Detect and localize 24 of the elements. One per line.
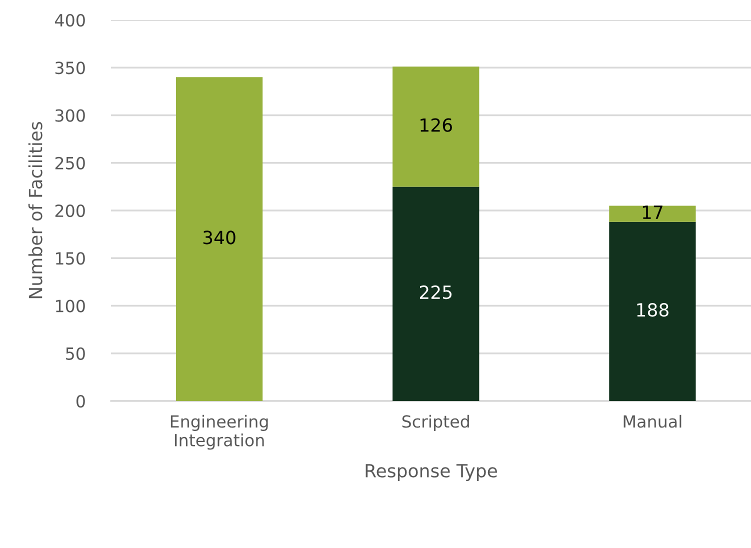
x-tick-label: Engineering Integration (170, 414, 268, 450)
x-axis-title: Response Type (366, 464, 497, 482)
data-label: 340 (203, 230, 236, 244)
data-label: 188 (637, 303, 668, 317)
y-tick-label: 350 (55, 62, 85, 74)
y-tick-label: 50 (66, 347, 85, 360)
bar (609, 206, 696, 222)
y-tick-label: 250 (55, 156, 85, 170)
y-tick-label: 300 (55, 109, 85, 122)
y-tick-label: 0 (76, 394, 85, 408)
y-tick-label: 400 (55, 14, 85, 27)
data-label: 17 (642, 206, 662, 219)
x-tick-label: Scripted (402, 414, 469, 432)
data-label: 225 (420, 285, 452, 300)
y-tick-label: 100 (56, 300, 85, 312)
bar (392, 186, 480, 401)
x-tick-label: Manual (624, 414, 682, 428)
data-label: 126 (420, 118, 452, 132)
y-axis-title: Number of Facilities (28, 122, 42, 298)
y-tick-label: 200 (55, 204, 85, 218)
bar (392, 66, 480, 187)
bar (609, 222, 696, 401)
bar (176, 77, 263, 401)
y-tick-label: 150 (56, 252, 85, 265)
